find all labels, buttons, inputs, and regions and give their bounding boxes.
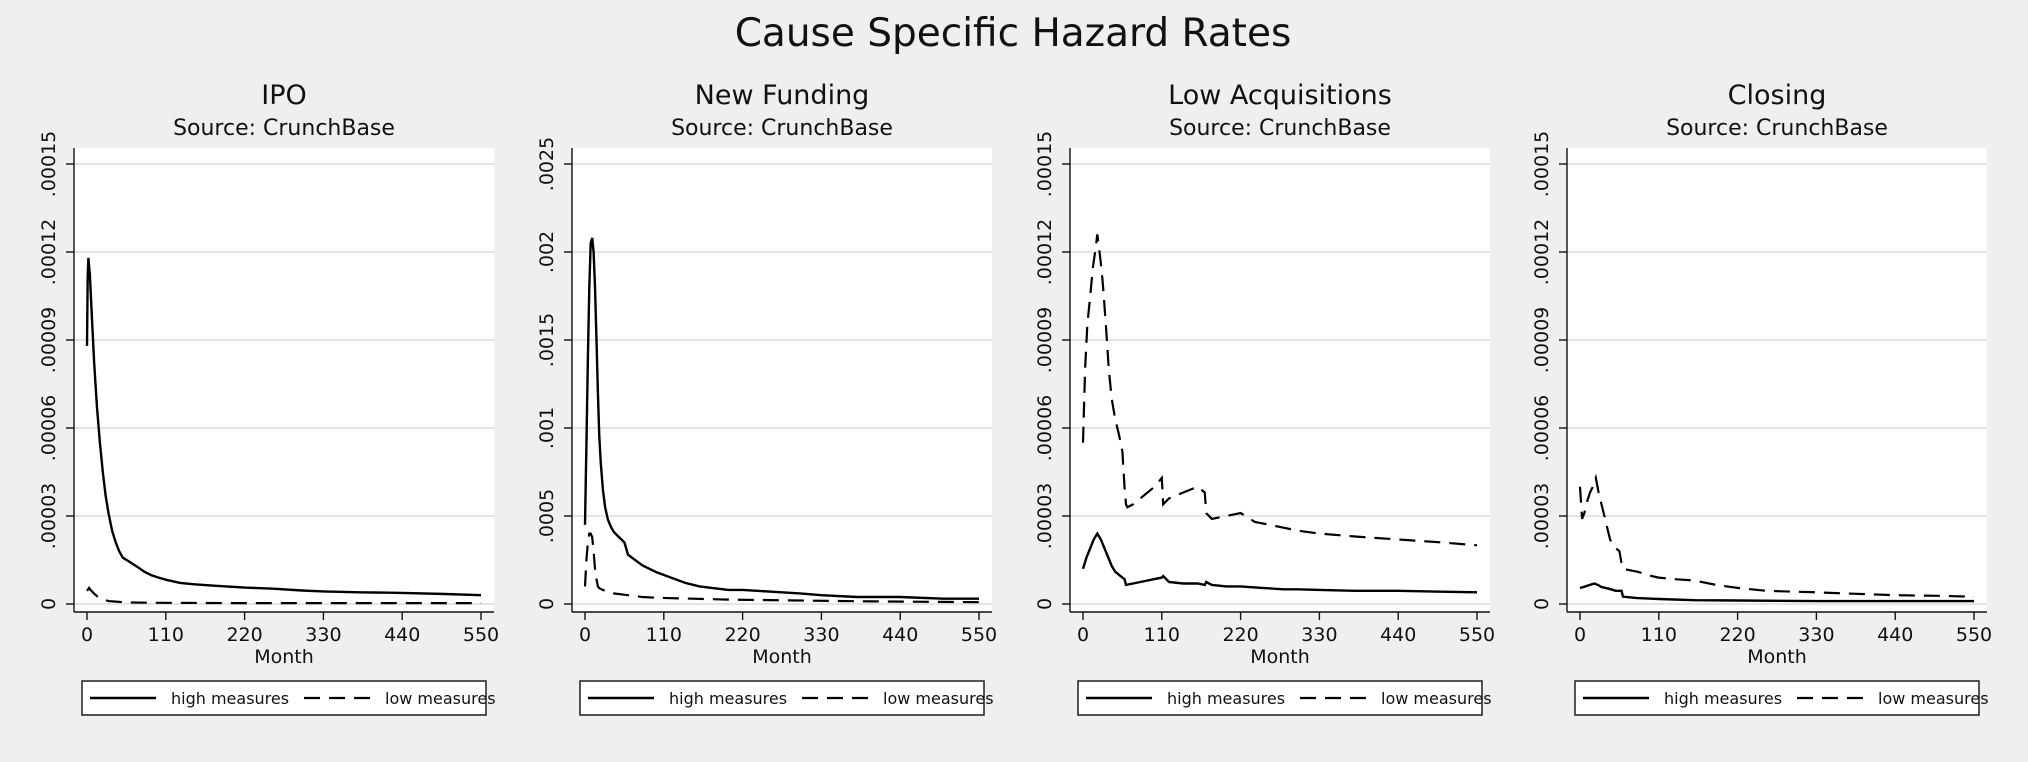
- chart-panel: New Funding Source: CrunchBase 0 .0005 .001.…: [536, 80, 997, 716]
- y-tick-label: .00009: [1034, 307, 1056, 373]
- legend-label-high-measures: high measures: [1167, 689, 1285, 708]
- panel-title: Low Acquisitions: [1168, 80, 1392, 111]
- x-axis-title: Month: [1250, 646, 1310, 668]
- x-tick-label: 110: [148, 624, 184, 646]
- series-line-low-measures: [583, 532, 980, 604]
- x-tick-label: 220: [1719, 624, 1755, 646]
- y-tick-label: .00012: [1531, 219, 1553, 285]
- chart-panels: IPO Source: CrunchBase 0 .00003 .00006 .00009…: [38, 80, 1992, 716]
- legend: high measures low measures: [1077, 680, 1492, 716]
- x-tick-label: 440: [1877, 624, 1913, 646]
- x-tick-label: 330: [1301, 624, 1337, 646]
- x-tick-label: 0: [81, 624, 93, 646]
- chart-panel: Closing Source: CrunchBase 0 .00003 .00006 .0…: [1531, 80, 1992, 716]
- series-line-high-measures: [85, 257, 482, 597]
- x-tick-label: 0: [1574, 624, 1586, 646]
- y-tick-label: 0: [536, 598, 558, 610]
- legend-label-high-measures: high measures: [171, 689, 289, 708]
- panel-title: New Funding: [695, 80, 870, 111]
- y-tick-label: .00012: [1034, 219, 1056, 285]
- legend-label-low-measures: low measures: [883, 689, 994, 708]
- y-tick-label: .00015: [38, 131, 60, 197]
- x-tick-label: 110: [1641, 624, 1677, 646]
- x-tick-label: 550: [1459, 624, 1495, 646]
- y-tick-label: 0: [38, 598, 60, 610]
- x-tick-label: 110: [646, 624, 682, 646]
- x-tick-label: 550: [1956, 624, 1992, 646]
- y-tick-label: .00003: [1034, 483, 1056, 549]
- y-tick-label: .0025: [536, 137, 558, 191]
- panel-subtitle: Source: CrunchBase: [1169, 116, 1391, 141]
- x-axis-title: Month: [254, 646, 314, 668]
- x-tick-label: 330: [1798, 624, 1834, 646]
- x-tick-label: 550: [961, 624, 997, 646]
- series-line-high-measures: [583, 237, 979, 600]
- x-tick-label: 330: [305, 624, 341, 646]
- legend: high measures low measures: [1574, 680, 1989, 716]
- plot-area: [74, 148, 494, 612]
- y-tick-label: .00015: [1531, 131, 1553, 197]
- plot-area: [1070, 148, 1490, 612]
- y-tick-label: .00003: [1531, 483, 1553, 549]
- y-tick-label: .001: [536, 407, 558, 449]
- y-tick-label: 0: [1531, 598, 1553, 610]
- panel-title: IPO: [261, 80, 307, 111]
- y-tick-label: .0015: [536, 313, 558, 367]
- y-tick-label: .0005: [536, 489, 558, 543]
- panel-subtitle: Source: CrunchBase: [1666, 116, 1888, 141]
- panel-subtitle: Source: CrunchBase: [173, 116, 395, 141]
- y-tick-label: .00006: [1531, 395, 1553, 461]
- legend: high measures low measures: [81, 680, 496, 716]
- x-tick-label: 0: [579, 624, 591, 646]
- x-tick-label: 110: [1144, 624, 1180, 646]
- y-tick-label: .002: [536, 231, 558, 273]
- plot-area: [572, 148, 992, 612]
- y-tick-label: .00006: [38, 395, 60, 461]
- x-tick-label: 440: [882, 624, 918, 646]
- y-tick-label: 0: [1034, 598, 1056, 610]
- series-line-high-measures: [1081, 531, 1478, 594]
- x-tick-label: 440: [1380, 624, 1416, 646]
- x-tick-label: 220: [1222, 624, 1258, 646]
- y-tick-label: .00006: [1034, 395, 1056, 461]
- chart-panel: IPO Source: CrunchBase 0 .00003 .00006 .00009…: [38, 80, 499, 716]
- series-line-high-measures: [1579, 582, 1974, 603]
- plot-area: [1567, 148, 1987, 612]
- series-line-low-measures: [86, 586, 481, 605]
- x-tick-label: 0: [1077, 624, 1089, 646]
- legend-label-low-measures: low measures: [1381, 689, 1492, 708]
- x-tick-label: 220: [724, 624, 760, 646]
- y-tick-label: .00015: [1034, 131, 1056, 197]
- y-tick-label: .00009: [38, 307, 60, 373]
- figure-title: Cause Specific Hazard Rates: [735, 11, 1292, 56]
- x-tick-label: 220: [226, 624, 262, 646]
- x-axis-title: Month: [1747, 646, 1807, 668]
- x-axis-title: Month: [752, 646, 812, 668]
- legend-label-low-measures: low measures: [385, 689, 496, 708]
- x-tick-label: 550: [463, 624, 499, 646]
- y-tick-label: .00012: [38, 219, 60, 285]
- chart-panel: Low Acquisitions Source: CrunchBase 0 .0000…: [1034, 80, 1495, 716]
- legend: high measures low measures: [579, 680, 994, 716]
- legend-label-low-measures: low measures: [1878, 689, 1989, 708]
- x-tick-label: 330: [803, 624, 839, 646]
- panel-subtitle: Source: CrunchBase: [671, 116, 893, 141]
- y-tick-label: .00003: [38, 483, 60, 549]
- legend-label-high-measures: high measures: [1664, 689, 1782, 708]
- x-tick-label: 440: [384, 624, 420, 646]
- legend-label-high-measures: high measures: [669, 689, 787, 708]
- panel-title: Closing: [1728, 80, 1827, 111]
- y-tick-label: .00009: [1531, 307, 1553, 373]
